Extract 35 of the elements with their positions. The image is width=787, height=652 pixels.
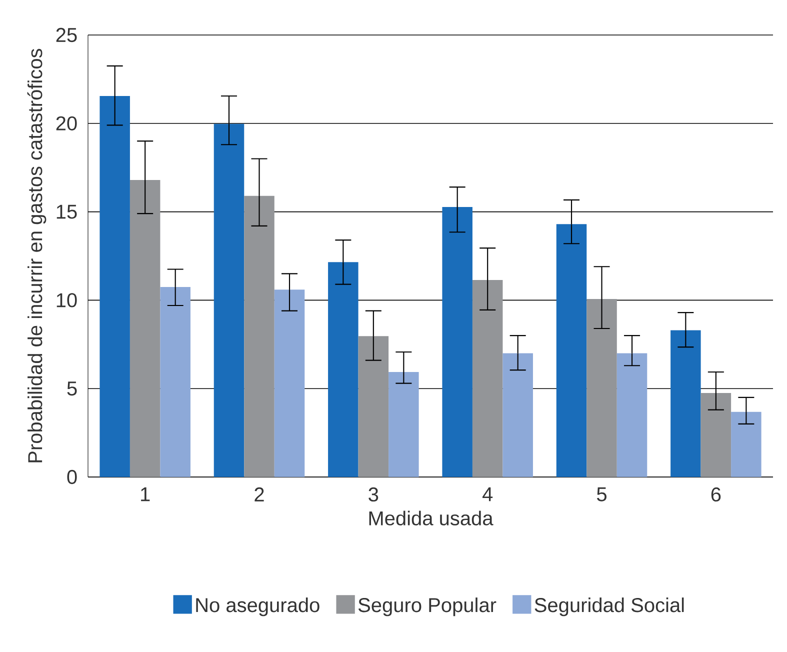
x-tick-label: 3	[368, 487, 378, 502]
x-tick-label: 4	[482, 487, 493, 502]
bar	[388, 372, 419, 477]
bar	[556, 224, 587, 477]
bar	[244, 196, 274, 477]
legend-label: Seguro Popular	[358, 598, 496, 616]
y-tick-label: 15	[56, 204, 77, 219]
bar	[328, 262, 358, 477]
bar	[616, 353, 648, 477]
y-axis-title: Probabilidad de incurrir en gastos catastróficos	[27, 48, 46, 462]
bar	[160, 286, 190, 477]
y-tick-label: 25	[56, 28, 77, 42]
x-axis-title: Medida usada	[369, 510, 494, 526]
x-tick-label: 5	[596, 487, 606, 502]
bar	[586, 298, 617, 477]
y-tick-label: 0	[67, 470, 77, 484]
x-tick-label: 2	[254, 487, 264, 502]
bar	[358, 336, 389, 477]
legend-label: No asegurado	[196, 598, 320, 616]
bar	[442, 207, 472, 477]
bar	[472, 280, 503, 477]
y-tick-label: 5	[67, 382, 77, 396]
bar	[100, 96, 130, 477]
bar	[274, 290, 305, 477]
y-tick-label: 10	[56, 293, 77, 308]
bar	[731, 412, 762, 477]
y-tick-label: 20	[56, 116, 77, 130]
bar	[130, 180, 160, 477]
bar	[502, 353, 533, 477]
bar	[670, 330, 701, 477]
bar	[700, 393, 732, 477]
x-tick-label: 6	[711, 487, 721, 502]
bar	[214, 124, 244, 477]
x-tick-label: 1	[141, 487, 150, 502]
legend-label: Seguridad Social	[534, 598, 684, 616]
